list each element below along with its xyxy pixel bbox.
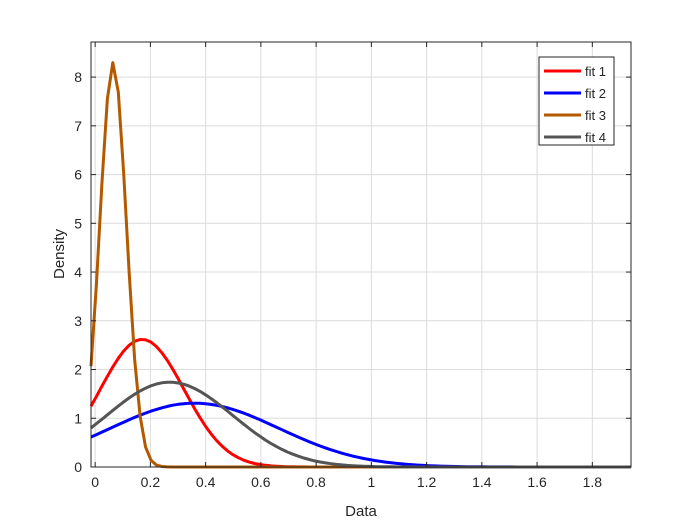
y-axis-label: Density [51, 228, 68, 279]
legend-item-2[interactable]: fit 2 [544, 86, 606, 101]
y-tick-label: 3 [74, 313, 82, 329]
x-tick-label: 0 [91, 474, 99, 490]
legend-item-3[interactable]: fit 3 [544, 108, 606, 123]
ticks: 0 0.2 0.4 0.6 0.8 1 1.2 1.4 1.6 1.8 0 1 2 3 4 5 6 7 8 [74, 42, 631, 490]
x-tick-label: 0.2 [141, 474, 161, 490]
y-tick-label: 5 [74, 215, 82, 231]
x-tick-label: 1.4 [472, 474, 492, 490]
series-line-4 [90, 380, 631, 469]
legend-item-4[interactable]: fit 4 [544, 130, 606, 145]
y-tick-label: 0 [74, 459, 82, 475]
x-tick-label: 0.8 [306, 474, 326, 490]
axes-box [90, 41, 632, 468]
y-tick-label: 8 [74, 69, 82, 85]
series-line-2 [90, 401, 631, 469]
legend-label: fit 2 [585, 86, 606, 101]
series-line-1 [89, 338, 631, 469]
y-tick-label: 7 [74, 118, 82, 134]
x-tick-label: 0.6 [251, 474, 271, 490]
x-tick-label: 1.2 [417, 474, 437, 490]
legend-label: fit 4 [585, 130, 606, 145]
y-tick-label: 4 [74, 264, 82, 280]
x-tick-label: 1 [367, 474, 375, 490]
legend-item-1[interactable]: fit 1 [544, 64, 606, 79]
legend[interactable]: fit 1 fit 2 fit 3 fit 4 [538, 56, 615, 146]
y-tick-label: 1 [74, 410, 82, 426]
y-tick-label: 2 [74, 362, 82, 378]
legend-label: fit 3 [585, 108, 606, 123]
y-tick-label: 6 [74, 167, 82, 183]
x-tick-label: 1.6 [527, 474, 547, 490]
x-axis-label: Data [345, 503, 377, 520]
x-tick-label: 1.8 [583, 474, 603, 490]
legend-label: fit 1 [585, 64, 606, 79]
x-tick-label: 0.4 [196, 474, 216, 490]
